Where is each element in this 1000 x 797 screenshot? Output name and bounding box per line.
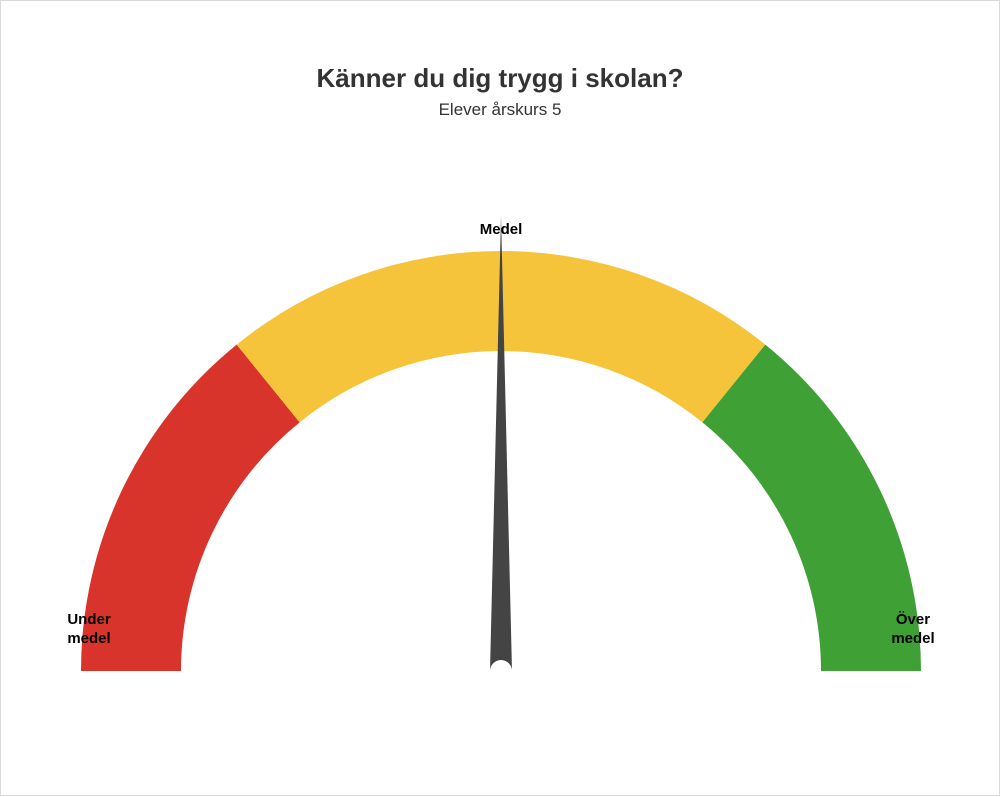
gauge-label-right: Över medel bbox=[883, 611, 943, 649]
gauge-label-top: Medel bbox=[461, 221, 541, 240]
gauge-label-left: Under medel bbox=[59, 611, 119, 649]
chart-frame: Känner du dig trygg i skolan? Elever års… bbox=[0, 0, 1000, 796]
gauge-chart bbox=[1, 1, 999, 797]
